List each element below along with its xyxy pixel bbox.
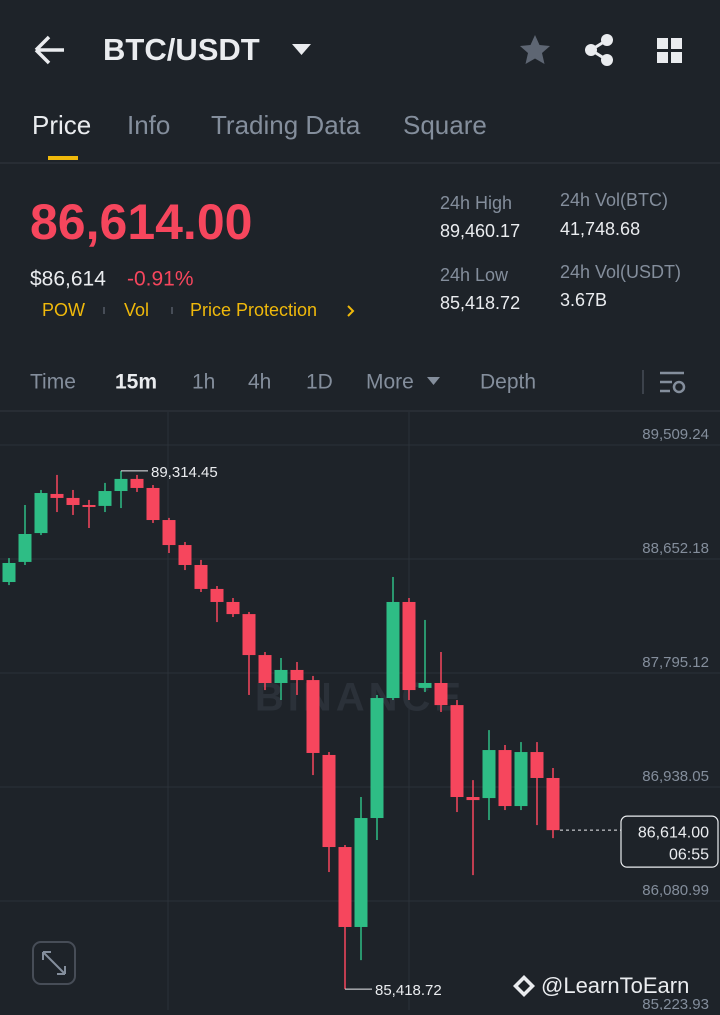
expand-frame bbox=[32, 941, 76, 985]
candle-body bbox=[370, 698, 384, 819]
stat-value: 3.67B bbox=[560, 290, 607, 310]
candle-body bbox=[530, 752, 544, 778]
pair-title[interactable]: BTC/USDT bbox=[103, 32, 260, 67]
candle-body bbox=[322, 754, 336, 848]
back-icon bbox=[34, 35, 64, 65]
stat-label: 24h Vol(USDT) bbox=[560, 262, 681, 282]
candle-body bbox=[418, 682, 432, 688]
stat-value: 89,460.17 bbox=[440, 221, 520, 241]
high-label: 89,314.45 bbox=[151, 464, 218, 481]
candle-body bbox=[18, 533, 32, 562]
interval[interactable]: Depth bbox=[480, 371, 536, 394]
candle-body bbox=[114, 478, 128, 492]
candle-body bbox=[146, 487, 160, 521]
chart-settings[interactable] bbox=[660, 371, 686, 394]
stat-value: 85,418.72 bbox=[440, 293, 520, 313]
stat-label: 24h Vol(BTC) bbox=[560, 190, 668, 210]
y-tick-label: 85,223.93 bbox=[642, 996, 709, 1010]
y-tick-label: 88,652.18 bbox=[642, 540, 709, 557]
grid-menu[interactable] bbox=[657, 38, 682, 63]
interval[interactable]: 4h bbox=[248, 371, 271, 394]
y-tick-label: 86,080.99 bbox=[642, 882, 709, 899]
stat-value: 41,748.68 bbox=[560, 219, 640, 239]
candle-body bbox=[274, 669, 288, 683]
y-tick-label: 86,938.05 bbox=[642, 768, 709, 785]
candle-body bbox=[98, 491, 112, 506]
expand-icon bbox=[42, 951, 66, 975]
candle-body bbox=[178, 545, 192, 565]
tab-indicator bbox=[48, 156, 78, 160]
share-button[interactable] bbox=[585, 34, 613, 66]
last-price-box bbox=[620, 815, 719, 868]
tag[interactable]: POW bbox=[42, 300, 85, 320]
candle-body bbox=[2, 562, 16, 583]
candle-body bbox=[162, 520, 176, 546]
candle-body bbox=[338, 847, 352, 927]
tag-chevron bbox=[347, 305, 355, 317]
candle-body bbox=[290, 669, 304, 681]
tag[interactable]: Price Protection bbox=[190, 300, 317, 320]
footer-handle: @LearnToEarn bbox=[541, 973, 689, 998]
candle-body bbox=[82, 504, 96, 507]
candle-body bbox=[34, 493, 48, 534]
watermark: BINANCE bbox=[255, 676, 465, 720]
interval[interactable]: 1h bbox=[192, 371, 215, 394]
candle-body bbox=[498, 750, 512, 807]
grid-cell bbox=[671, 38, 682, 49]
candle-body bbox=[210, 588, 224, 602]
last-price: 86,614.00 bbox=[30, 194, 252, 250]
candle-body bbox=[50, 493, 64, 498]
interval[interactable]: More bbox=[366, 371, 414, 394]
tab[interactable]: Info bbox=[127, 110, 170, 140]
candle-body bbox=[482, 750, 496, 799]
stat-label: 24h High bbox=[440, 193, 512, 213]
candle-body bbox=[514, 752, 528, 807]
candle-body bbox=[258, 655, 272, 683]
grid-cell bbox=[657, 52, 668, 63]
fiat-price: $86,614 bbox=[30, 268, 106, 291]
settings-lines bbox=[660, 371, 684, 393]
favorite-star[interactable] bbox=[520, 35, 550, 64]
y-tick-label: 89,509.24 bbox=[642, 426, 709, 443]
candle-body bbox=[242, 614, 256, 656]
countdown: 06:55 bbox=[669, 846, 709, 863]
candle-body bbox=[386, 601, 400, 699]
candle-body bbox=[66, 497, 80, 505]
candle-body bbox=[434, 682, 448, 706]
candle-body bbox=[226, 601, 240, 615]
more-dropdown[interactable] bbox=[427, 377, 440, 385]
candle-body bbox=[450, 705, 464, 798]
candle-body bbox=[546, 777, 560, 831]
stat-label: 24h Low bbox=[440, 265, 509, 285]
tab[interactable]: Square bbox=[403, 110, 487, 140]
tag[interactable]: Vol bbox=[124, 300, 149, 320]
candle-body bbox=[354, 818, 368, 927]
interval[interactable]: 1D bbox=[306, 371, 333, 394]
candle-body bbox=[194, 564, 208, 589]
share-lines bbox=[588, 38, 608, 62]
price-change: -0.91% bbox=[127, 268, 194, 291]
grid-cell bbox=[671, 52, 682, 63]
candle-body bbox=[402, 601, 416, 691]
settings-gear bbox=[672, 380, 686, 394]
interval[interactable]: Time bbox=[30, 371, 76, 394]
low-label: 85,418.72 bbox=[375, 982, 442, 999]
tag-separator bbox=[103, 307, 105, 314]
pair-dropdown[interactable] bbox=[292, 44, 311, 55]
candle-body bbox=[130, 478, 144, 488]
candle-body bbox=[466, 797, 480, 801]
interval[interactable]: 15m bbox=[115, 371, 157, 394]
last-price-label: 86,614.00 bbox=[638, 824, 709, 841]
back-button[interactable] bbox=[34, 35, 64, 65]
tab[interactable]: Trading Data bbox=[211, 110, 361, 140]
tab[interactable]: Price bbox=[32, 110, 91, 140]
tag-separator bbox=[171, 307, 173, 314]
y-tick-label: 87,795.12 bbox=[642, 654, 709, 671]
binance-logo bbox=[513, 975, 535, 997]
chart: BINANCE 89,509.24 88,652.18 87,795.12 86,93… bbox=[0, 412, 720, 1015]
candle-body bbox=[306, 680, 320, 753]
expand-button[interactable] bbox=[32, 941, 76, 985]
grid-cell bbox=[657, 38, 668, 49]
